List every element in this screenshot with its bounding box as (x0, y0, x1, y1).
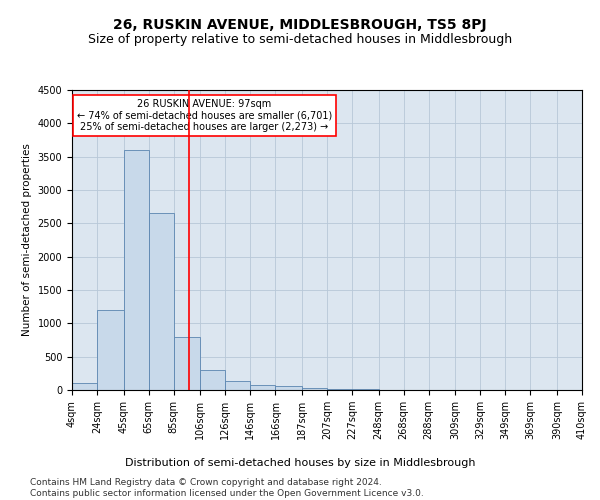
Bar (225, 380, 250, 390)
Bar (72, 384, 97, 390)
Bar (97, 310, 124, 390)
Text: 26, RUSKIN AVENUE, MIDDLESBROUGH, TS5 8PJ: 26, RUSKIN AVENUE, MIDDLESBROUGH, TS5 8P… (113, 18, 487, 32)
Bar (124, 150, 149, 390)
Bar (149, 214, 174, 390)
Text: Distribution of semi-detached houses by size in Middlesbrough: Distribution of semi-detached houses by … (125, 458, 475, 468)
Bar (275, 386, 302, 390)
Y-axis label: Number of semi-detached properties: Number of semi-detached properties (22, 144, 32, 336)
Bar (302, 388, 327, 390)
Text: Contains HM Land Registry data © Crown copyright and database right 2024.
Contai: Contains HM Land Registry data © Crown c… (30, 478, 424, 498)
Text: Size of property relative to semi-detached houses in Middlesbrough: Size of property relative to semi-detach… (88, 32, 512, 46)
Text: 26 RUSKIN AVENUE: 97sqm
← 74% of semi-detached houses are smaller (6,701)
25% of: 26 RUSKIN AVENUE: 97sqm ← 74% of semi-de… (77, 99, 332, 132)
Bar (174, 336, 200, 390)
Bar (200, 370, 225, 390)
Bar (327, 388, 352, 390)
Bar (250, 384, 275, 390)
